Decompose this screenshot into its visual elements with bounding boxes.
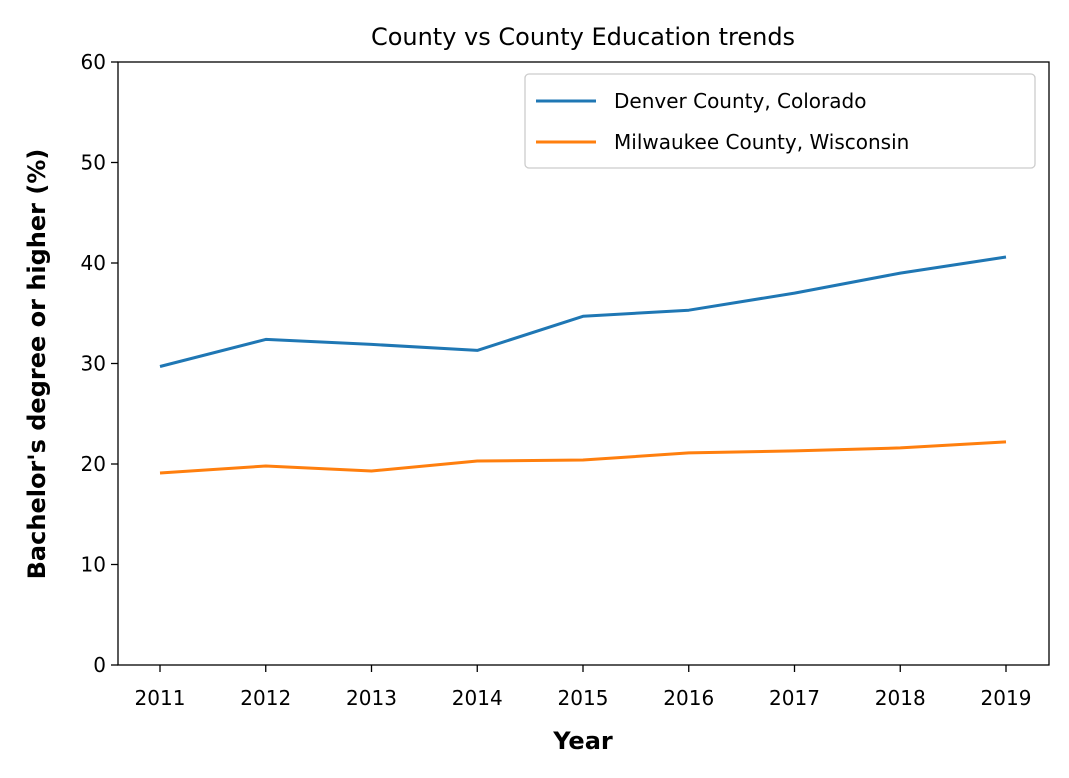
series-layer xyxy=(159,255,1007,475)
x-tick-label: 2017 xyxy=(769,686,820,710)
x-tick-label: 2016 xyxy=(663,686,714,710)
x-axis-label: Year xyxy=(552,727,613,755)
legend-box xyxy=(524,73,1036,169)
y-tick-label: 60 xyxy=(81,50,106,74)
legend: Denver County, Colorado Milwaukee County,… xyxy=(524,73,1036,169)
y-tick-label: 40 xyxy=(81,251,106,275)
series-line-1 xyxy=(159,255,1007,368)
y-axis: 0 10 20 30 40 50 60 xyxy=(81,50,118,677)
legend-label-2: Milwaukee County, Wisconsin xyxy=(614,130,909,154)
x-tick-label: 2012 xyxy=(240,686,291,710)
y-tick-label: 10 xyxy=(81,553,106,577)
y-tick-label: 20 xyxy=(81,452,106,476)
y-axis-label: Bachelor's degree or higher (%) xyxy=(23,149,51,580)
x-tick-label: 2019 xyxy=(981,686,1032,710)
x-tick-label: 2015 xyxy=(558,686,609,710)
legend-entries: Denver County, Colorado Milwaukee County,… xyxy=(536,89,909,154)
y-tick-label: 50 xyxy=(81,151,106,175)
x-axis: 2011 2012 2013 2014 2015 2016 2017 2018 2019 xyxy=(135,665,1032,710)
x-tick-label: 2014 xyxy=(452,686,503,710)
legend-label-1: Denver County, Colorado xyxy=(614,89,866,113)
y-tick-label: 0 xyxy=(93,653,106,677)
chart-title: County vs County Education trends xyxy=(371,23,795,51)
y-tick-label: 30 xyxy=(81,352,106,376)
series-line-2 xyxy=(159,440,1007,475)
x-tick-label: 2013 xyxy=(346,686,397,710)
x-tick-label: 2018 xyxy=(875,686,926,710)
x-tick-label: 2011 xyxy=(135,686,186,710)
